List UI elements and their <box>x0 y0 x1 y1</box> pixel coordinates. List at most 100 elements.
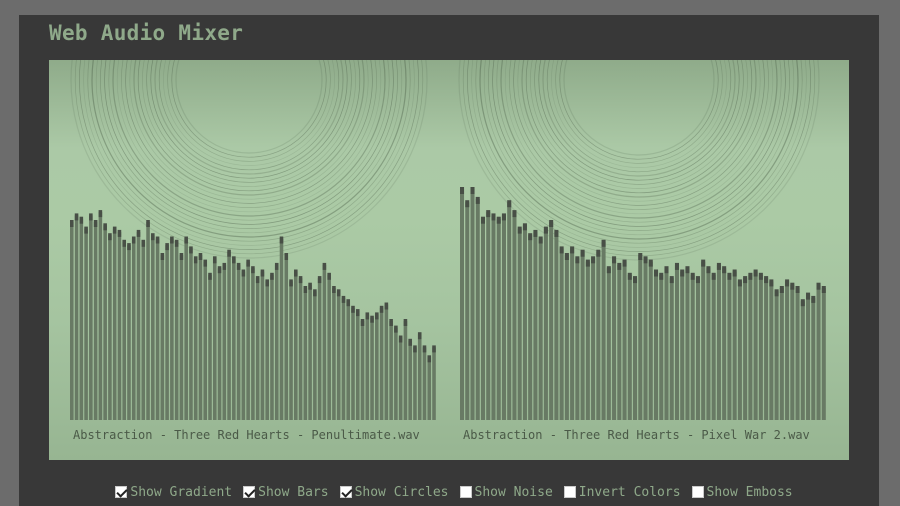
track-1-bar-cap <box>379 305 384 313</box>
track-2-bar <box>669 278 674 420</box>
track-1-bar-cap <box>89 213 93 221</box>
track-2-bar <box>732 271 737 420</box>
show-bars-checkbox[interactable] <box>243 486 256 498</box>
track-1-bar <box>208 274 212 420</box>
show-bars-option[interactable]: Show Bars <box>243 485 329 500</box>
track-2-bar-cap <box>559 246 564 254</box>
invert-colors-checkbox[interactable] <box>563 486 576 498</box>
track-2-bar <box>643 258 648 420</box>
invert-colors-option[interactable]: Invert Colors <box>563 485 681 500</box>
track-1-bar <box>289 281 293 420</box>
track-2-bar <box>769 281 774 420</box>
track-1-bar <box>165 245 169 420</box>
track-1-bar <box>93 222 98 420</box>
track-2-bar <box>622 261 627 420</box>
track-2-bar-cap <box>543 226 548 234</box>
track-2-bar-cap <box>758 272 763 280</box>
track-2-bar-cap <box>470 187 475 194</box>
track-1-bar-cap <box>365 312 370 320</box>
track-1-bar <box>398 337 403 420</box>
track-2-bar <box>491 215 496 420</box>
track-1-bar <box>274 264 279 420</box>
track-2-bar-cap <box>790 282 795 290</box>
track-1-label: Abstraction - Three Red Hearts - Penulti… <box>73 428 420 442</box>
track-1-bar-cap <box>108 233 112 241</box>
track-1-bar <box>131 238 136 420</box>
track-2-bar-cap <box>653 269 659 277</box>
track-2-bar <box>727 274 732 420</box>
track-2-bar-cap <box>769 279 774 287</box>
track-2-bar <box>695 278 700 420</box>
track-1-bar <box>432 347 436 420</box>
track-2-bar-cap <box>764 276 769 284</box>
app-window: Web Audio Mixer Abstraction - Three Red … <box>19 15 879 506</box>
track-1-bar-cap <box>265 279 269 287</box>
track-2-bar-cap <box>716 262 721 270</box>
track-1-bar-cap <box>403 319 408 326</box>
track-1-bar <box>170 238 174 420</box>
track-1-bar-cap <box>427 355 432 363</box>
track-1-bar <box>70 222 74 420</box>
track-1-bar-cap <box>274 262 279 270</box>
track-2-bar <box>711 274 716 420</box>
show-emboss-label: Show Emboss <box>706 484 793 500</box>
track-2-bar <box>575 258 580 420</box>
track-2-bar-cap <box>585 259 590 267</box>
track-1-bar <box>294 271 298 420</box>
track-1-bar-cap <box>127 243 131 251</box>
track-2-bar <box>486 212 491 420</box>
track-1-bar <box>179 255 184 420</box>
track-2-bar-cap <box>748 272 753 280</box>
track-2-bar <box>737 281 742 420</box>
track-1-bar-cap <box>246 259 250 267</box>
track-2-bar <box>743 278 748 420</box>
track-1-bar <box>394 327 398 420</box>
track-1-bar-cap <box>389 319 393 326</box>
track-1-bar-cap <box>370 315 374 323</box>
track-2-bar <box>517 228 522 420</box>
track-1-bar <box>346 301 351 420</box>
track-1-bar <box>408 340 412 420</box>
track-2-bar-cap <box>785 279 790 287</box>
track-2-bar <box>501 215 506 420</box>
show-gradient-option[interactable]: Show Gradient <box>115 485 232 500</box>
show-emboss-checkbox[interactable] <box>691 486 704 498</box>
show-gradient-checkbox[interactable] <box>115 486 128 498</box>
track-2-bar <box>554 231 559 420</box>
track-1-bar-cap <box>355 309 360 317</box>
track-2-bar <box>496 218 501 420</box>
track-1-bar <box>413 347 417 420</box>
show-emboss-option[interactable]: Show Emboss <box>691 484 793 500</box>
track-2-bar <box>470 189 475 420</box>
show-circles-checkbox[interactable] <box>339 486 352 498</box>
show-circles-option[interactable]: Show Circles <box>339 485 449 500</box>
track-1-bar-cap <box>198 253 203 260</box>
track-2-bar-cap <box>522 223 527 231</box>
track-2-bar <box>648 261 653 420</box>
track-2-bar <box>612 258 617 420</box>
track-1-bar-cap <box>70 220 74 227</box>
track-2-bar-cap <box>575 256 580 264</box>
show-noise-checkbox[interactable] <box>459 486 472 498</box>
track-1-bar-cap <box>341 295 346 303</box>
track-1-bar <box>351 307 355 420</box>
track-1-bar-cap <box>179 253 184 260</box>
track-1-bar-cap <box>332 286 336 293</box>
track-2-bar <box>580 251 585 420</box>
track-1-bar-cap <box>336 289 341 297</box>
track-1-bar-cap <box>422 345 427 353</box>
track-2-bar-cap <box>811 295 816 303</box>
track-2-bar-cap <box>685 266 690 274</box>
track-1-bar-cap <box>222 262 227 270</box>
track-1-bar <box>246 261 250 420</box>
app-title: Web Audio Mixer <box>49 21 244 45</box>
show-noise-option[interactable]: Show Noise <box>459 485 553 500</box>
track-1-bar <box>84 228 88 420</box>
track-1-bar <box>227 251 231 420</box>
track-2-bar <box>764 278 769 420</box>
track-2-bar <box>758 274 763 420</box>
track-1-bar-cap <box>327 272 331 280</box>
track-1-bar <box>422 347 427 420</box>
track-1-bar-cap <box>112 226 117 234</box>
track-2-bar <box>507 202 512 420</box>
